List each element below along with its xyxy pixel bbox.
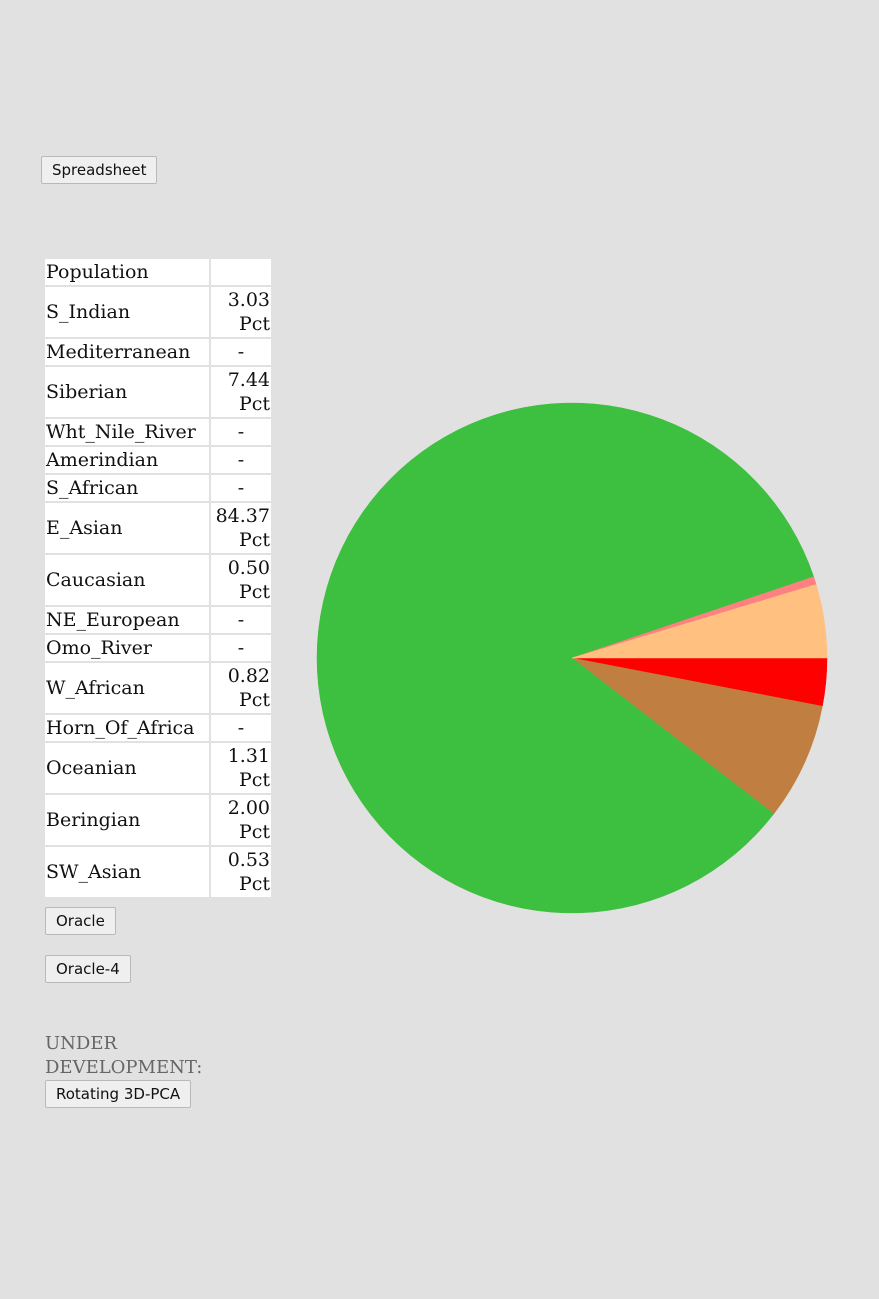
- population-value: 84.37 Pct: [211, 503, 271, 553]
- population-value: -: [211, 339, 271, 365]
- population-name: Omo_River: [45, 635, 209, 661]
- spreadsheet-button[interactable]: Spreadsheet: [41, 156, 158, 184]
- table-row: NE_European -: [45, 607, 271, 633]
- pie-chart: [316, 402, 828, 914]
- value-number: -: [237, 609, 245, 631]
- population-value: 1.31 Pct: [211, 743, 271, 793]
- table-row: W_African 0.82 Pct: [45, 663, 271, 713]
- table-row: Horn_Of_Africa -: [45, 715, 271, 741]
- population-value: 7.44 Pct: [211, 367, 271, 417]
- value-number: -: [237, 449, 245, 471]
- table-row: Mediterranean -: [45, 339, 271, 365]
- value-unit: Pct: [238, 821, 270, 843]
- population-name: S_Indian: [45, 287, 209, 337]
- population-value: 0.82 Pct: [211, 663, 271, 713]
- value-number: -: [237, 477, 245, 499]
- pie-chart-svg: [316, 402, 828, 914]
- value-unit: Pct: [238, 769, 270, 791]
- population-name: SW_Asian: [45, 847, 209, 897]
- population-value: -: [211, 475, 271, 501]
- table-row: E_Asian 84.37 Pct: [45, 503, 271, 553]
- table-row: Beringian 2.00 Pct: [45, 795, 271, 845]
- table-row: Oceanian 1.31 Pct: [45, 743, 271, 793]
- pie-slice-siberian: [571, 657, 823, 815]
- value-number: -: [237, 421, 245, 443]
- value-number: 0.53: [227, 849, 270, 871]
- population-name: W_African: [45, 663, 209, 713]
- population-header: Population: [45, 259, 209, 285]
- population-value: -: [211, 607, 271, 633]
- population-value: -: [211, 635, 271, 661]
- pie-slice-e-asian: [316, 402, 815, 914]
- population-value: -: [211, 715, 271, 741]
- population-name: Mediterranean: [45, 339, 209, 365]
- population-table: Population S_Indian 3.03 Pct Mediterranean -…: [43, 257, 273, 899]
- value-number: -: [237, 341, 245, 363]
- table-row: Wht_Nile_River -: [45, 419, 271, 445]
- population-value: 3.03 Pct: [211, 287, 271, 337]
- table-row: Omo_River -: [45, 635, 271, 661]
- table-row: Amerindian -: [45, 447, 271, 473]
- value-number: 7.44: [227, 369, 270, 391]
- population-value: 0.50 Pct: [211, 555, 271, 605]
- value-unit: Pct: [238, 581, 270, 603]
- table-row: S_African -: [45, 475, 271, 501]
- population-name: Beringian: [45, 795, 209, 845]
- table-row: SW_Asian 0.53 Pct: [45, 847, 271, 897]
- table-header-row: Population: [45, 259, 271, 285]
- population-name: Siberian: [45, 367, 209, 417]
- value-header: [211, 259, 271, 285]
- oracle-button[interactable]: Oracle: [45, 907, 116, 935]
- population-name: S_African: [45, 475, 209, 501]
- value-unit: Pct: [238, 529, 270, 551]
- value-number: -: [237, 717, 245, 739]
- value-number: 2.00: [227, 797, 270, 819]
- population-name: Amerindian: [45, 447, 209, 473]
- rotating-3d-pca-button[interactable]: Rotating 3D-PCA: [45, 1080, 192, 1108]
- value-unit: Pct: [238, 873, 270, 895]
- under-development-label: UNDER DEVELOPMENT:: [45, 1033, 203, 1078]
- table-row: Siberian 7.44 Pct: [45, 367, 271, 417]
- value-number: 0.50: [227, 557, 270, 579]
- population-value: -: [211, 447, 271, 473]
- population-name: Oceanian: [45, 743, 209, 793]
- value-unit: Pct: [238, 689, 270, 711]
- table-row: Caucasian 0.50 Pct: [45, 555, 271, 605]
- oracle-4-button[interactable]: Oracle-4: [45, 955, 131, 983]
- table-row: S_Indian 3.03 Pct: [45, 287, 271, 337]
- pie-slice-sw-asian: [571, 649, 828, 659]
- population-name: E_Asian: [45, 503, 209, 553]
- value-number: 0.82: [227, 665, 270, 687]
- value-number: 3.03: [227, 289, 270, 311]
- value-number: 84.37: [215, 505, 270, 527]
- population-value: 0.53 Pct: [211, 847, 271, 897]
- population-name: Caucasian: [45, 555, 209, 605]
- value-unit: Pct: [238, 393, 270, 415]
- value-number: -: [237, 637, 245, 659]
- population-value: 2.00 Pct: [211, 795, 271, 845]
- population-name: Horn_Of_Africa: [45, 715, 209, 741]
- population-name: NE_European: [45, 607, 209, 633]
- value-number: 1.31: [227, 745, 270, 767]
- value-unit: Pct: [238, 313, 270, 335]
- population-name: Wht_Nile_River: [45, 419, 209, 445]
- population-value: -: [211, 419, 271, 445]
